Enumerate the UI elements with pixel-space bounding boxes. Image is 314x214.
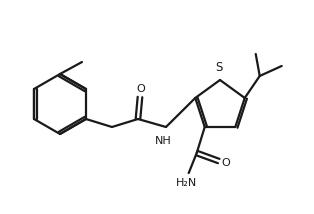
Text: O: O <box>137 84 145 94</box>
Text: NH: NH <box>154 136 171 146</box>
Text: S: S <box>215 61 223 74</box>
Text: H₂N: H₂N <box>176 178 197 188</box>
Text: O: O <box>222 158 230 168</box>
